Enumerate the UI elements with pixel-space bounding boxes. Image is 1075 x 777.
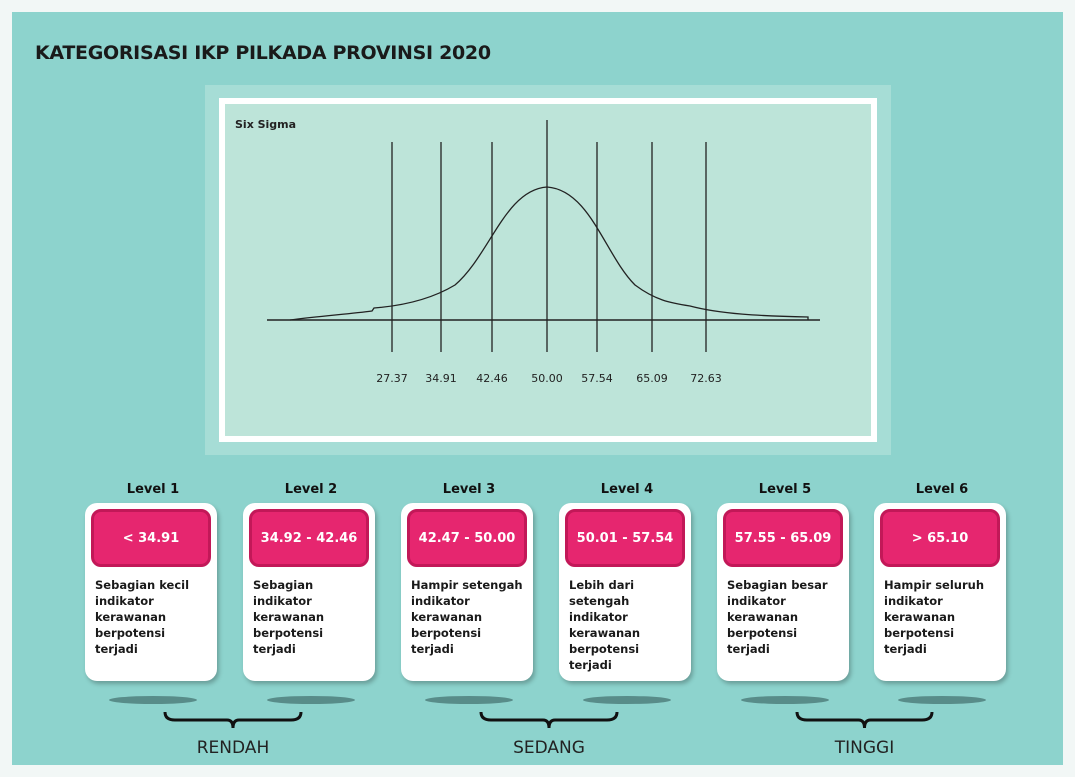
level-description: Sebagian indikator kerawanan berpotensi … <box>253 578 325 656</box>
tick-group: 27.37 34.91 42.46 50.00 57.54 65.09 72.63 <box>376 120 722 385</box>
level-range: 34.92 - 42.46 <box>249 509 369 567</box>
level-card: 57.55 - 65.09 Sebagian besar indikator ke… <box>717 503 849 681</box>
shadow <box>425 696 513 704</box>
tick-label: 65.09 <box>636 372 668 385</box>
tick-label: 27.37 <box>376 372 408 385</box>
group-label: SEDANG <box>513 738 585 758</box>
level-name: Level 6 <box>915 482 969 497</box>
brace-group <box>109 696 986 729</box>
brace <box>163 711 303 729</box>
shadow <box>898 696 986 704</box>
brace <box>479 711 619 729</box>
level-description: Sebagian besar indikator kerawanan berpo… <box>727 578 828 656</box>
tick-label: 34.91 <box>425 372 457 385</box>
group-label: RENDAH <box>196 738 270 758</box>
shadow <box>267 696 355 704</box>
tick-label: 57.54 <box>581 372 613 385</box>
level-range: 50.01 - 57.54 <box>565 509 685 567</box>
level-range: > 65.10 <box>880 509 1000 567</box>
level-description: Hampir seluruh indikator kerawanan berpo… <box>884 578 985 656</box>
level-range: 57.55 - 65.09 <box>723 509 843 567</box>
panel-label: Six Sigma <box>235 118 296 131</box>
level-card: 50.01 - 57.54 Lebih dari setengah indikat… <box>559 503 691 681</box>
level-name: Level 1 <box>126 482 180 497</box>
shadow <box>583 696 671 704</box>
level-description: Hampir setengah indikator kerawanan berp… <box>411 578 523 656</box>
level-range: < 34.91 <box>91 509 211 567</box>
shadow <box>741 696 829 704</box>
panel <box>219 98 877 442</box>
level-name: Level 4 <box>600 482 654 497</box>
level-card: 42.47 - 50.00 Hampir setengah indikator k… <box>401 503 533 681</box>
tick-label: 50.00 <box>531 372 563 385</box>
level-card: 34.92 - 42.46 Sebagian indikator kerawana… <box>243 503 375 681</box>
level-description: Lebih dari setengah indikator kerawanan … <box>569 578 641 672</box>
tick-label: 72.63 <box>690 372 722 385</box>
level-card: < 34.91 Sebagian kecil indikator kerawana… <box>85 503 217 681</box>
brace <box>795 711 934 729</box>
level-range: 42.47 - 50.00 <box>407 509 527 567</box>
tick-label: 42.46 <box>476 372 508 385</box>
level-name: Level 5 <box>758 482 812 497</box>
level-description: Sebagian kecil indikator kerawanan berpo… <box>95 578 190 656</box>
level-card: > 65.10 Hampir seluruh indikator kerawana… <box>874 503 1006 681</box>
title: KATEGORISASI IKP PILKADA PROVINSI 2020 <box>35 42 491 64</box>
group-label: TINGGI <box>834 738 895 758</box>
shadow <box>109 696 197 704</box>
level-name: Level 3 <box>442 482 496 497</box>
level-name: Level 2 <box>284 482 338 497</box>
